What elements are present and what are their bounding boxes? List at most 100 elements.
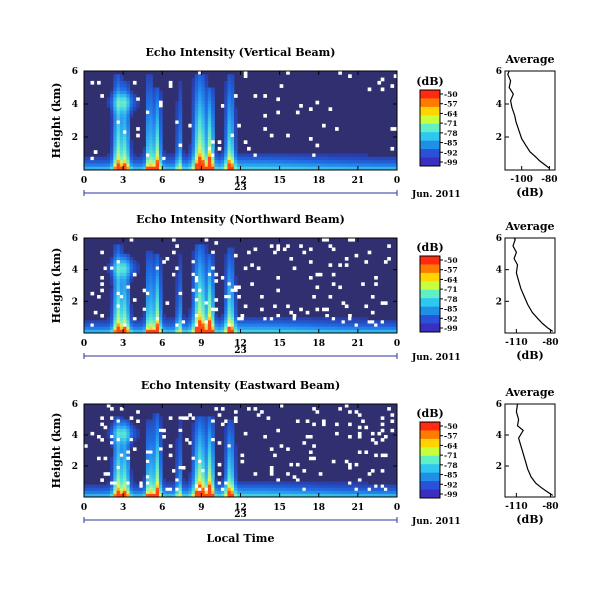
heatmap-cell	[233, 410, 238, 414]
heatmap-cell	[185, 153, 189, 158]
heatmap-cell	[279, 156, 284, 161]
heatmap-cell	[237, 323, 241, 328]
heatmap-cell	[149, 425, 153, 430]
heatmap-cell	[224, 431, 228, 436]
heatmap-cell	[158, 307, 163, 312]
heatmap-cell	[204, 238, 209, 242]
heatmap-cell	[328, 160, 333, 164]
heatmap-cell	[136, 428, 140, 433]
heatmap-cell	[204, 130, 209, 135]
heatmap-cell	[106, 404, 111, 408]
heatmap-cell	[97, 490, 101, 495]
heatmap-cell	[295, 484, 300, 489]
heatmap-cell	[175, 481, 179, 485]
heatmap-cell	[126, 80, 131, 85]
heatmap-cell	[119, 425, 124, 430]
heatmap-cell	[136, 266, 140, 271]
heatmap-cell	[152, 317, 157, 321]
heatmap-cell	[233, 153, 238, 158]
heatmap-cell	[276, 247, 281, 252]
heatmap-cell	[286, 317, 290, 321]
heatmap-cell	[158, 475, 163, 479]
heatmap-cell	[132, 94, 137, 98]
heatmap-cell	[198, 71, 202, 75]
heatmap-cell	[230, 90, 235, 95]
heatmap-cell	[269, 163, 274, 168]
heatmap-cell	[155, 298, 160, 302]
panel-title: Echo Intensity (Northward Beam)	[136, 213, 345, 226]
heatmap-cell	[305, 329, 310, 334]
heatmap-cell	[142, 317, 147, 321]
heatmap-cell	[194, 462, 199, 467]
heatmap-cell	[227, 422, 232, 427]
heatmap-cell	[312, 422, 316, 427]
heatmap-cell	[260, 317, 264, 321]
heatmap-cell	[230, 150, 235, 154]
heatmap-cell	[201, 263, 206, 267]
heatmap-cell	[224, 438, 228, 442]
heatmap-cell	[315, 272, 320, 277]
heatmap-cell	[158, 156, 163, 161]
heatmap-cell	[211, 314, 215, 318]
heatmap-cell	[302, 487, 307, 492]
heatmap-cell	[129, 263, 134, 267]
heatmap-cell	[116, 266, 121, 271]
heatmap-cell	[129, 272, 134, 277]
heatmap-cell	[198, 441, 202, 445]
heatmap-cell	[211, 288, 215, 293]
heatmap-cell	[230, 298, 235, 302]
heatmap-cell	[175, 472, 179, 476]
heatmap-cell	[233, 481, 238, 485]
heatmap-cell	[207, 120, 212, 125]
heatmap-cell	[201, 438, 206, 442]
heatmap-cell	[175, 295, 179, 299]
heatmap-cell	[129, 140, 134, 144]
heatmap-cell	[158, 493, 163, 498]
heatmap-cell	[312, 487, 316, 492]
heatmap-cell	[116, 478, 121, 482]
heatmap-cell	[149, 487, 153, 492]
heatmap-cell	[145, 481, 150, 485]
heatmap-cell	[123, 310, 127, 315]
heatmap-cell	[325, 481, 329, 485]
heatmap-cell	[198, 478, 202, 482]
heatmap-cell	[224, 441, 228, 445]
heatmap-cell	[224, 301, 228, 305]
heatmap-cell	[136, 263, 140, 267]
heatmap-cell	[149, 257, 153, 261]
heatmap-cell	[305, 481, 310, 485]
heatmap-cell	[158, 166, 163, 171]
heatmap-cell	[286, 447, 290, 451]
colorbar-swatch	[420, 123, 440, 133]
heatmap-cell	[227, 317, 232, 321]
heatmap-cell	[211, 469, 215, 473]
heatmap-cell	[110, 137, 114, 141]
heatmap-cell	[155, 107, 160, 111]
heatmap-cell	[191, 282, 196, 286]
heatmap-cell	[230, 310, 235, 315]
heatmap-cell	[227, 107, 232, 111]
heatmap-cell	[260, 329, 264, 334]
heatmap-cell	[149, 469, 153, 473]
heatmap-cell	[227, 269, 232, 274]
heatmap-cell	[204, 475, 209, 479]
heatmap-cell	[178, 146, 183, 151]
heatmap-cell	[191, 153, 196, 158]
heatmap-cell	[220, 276, 225, 280]
heatmap-cell	[269, 472, 274, 476]
heatmap-cell	[158, 130, 163, 135]
heatmap-cell	[132, 153, 137, 158]
heatmap-cell	[119, 74, 124, 78]
heatmap-cell	[90, 80, 95, 85]
heatmap-cell	[178, 279, 183, 283]
heatmap-cell	[149, 484, 153, 489]
heatmap-cell	[191, 257, 196, 261]
heatmap-cell	[286, 326, 290, 331]
heatmap-cell	[351, 320, 356, 324]
heatmap-cell	[211, 94, 215, 98]
heatmap-cell	[145, 326, 150, 331]
heatmap-cell	[149, 441, 153, 445]
heatmap-cell	[93, 487, 98, 492]
heatmap-cell	[113, 263, 117, 267]
heatmap-cell	[318, 481, 323, 485]
